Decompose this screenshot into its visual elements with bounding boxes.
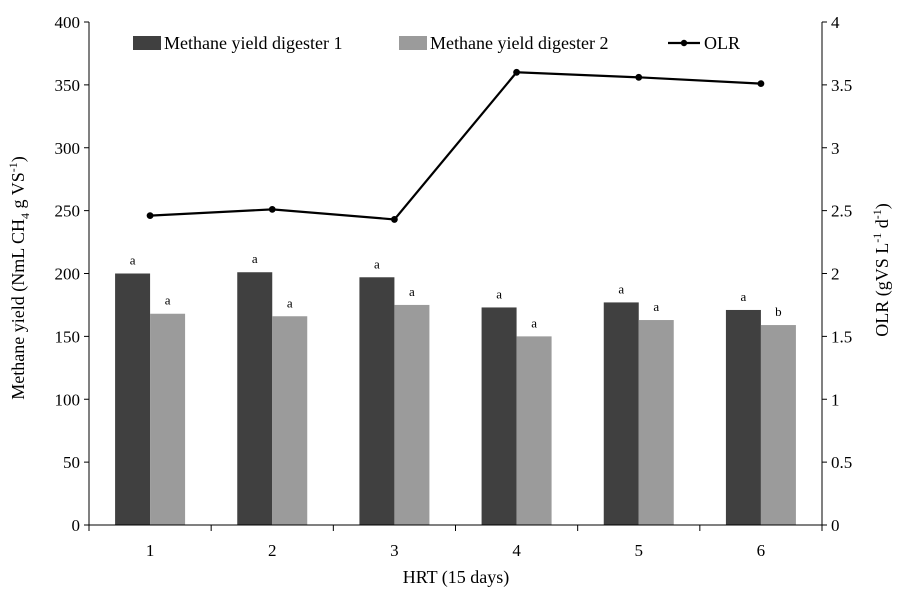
y2-tick-label: 2.5 bbox=[831, 202, 852, 221]
significance-label: a bbox=[374, 256, 380, 271]
y-tick-label: 50 bbox=[63, 453, 80, 472]
y-tick-label: 300 bbox=[55, 139, 81, 158]
y2-tick-label: 1.5 bbox=[831, 327, 852, 346]
legend-swatch-digester-1 bbox=[133, 36, 161, 50]
bar-digester-2 bbox=[150, 313, 186, 525]
olr-point bbox=[635, 73, 643, 81]
y-tick-label: 150 bbox=[55, 327, 81, 346]
x-tick-label: 1 bbox=[146, 541, 155, 560]
legend-label-digester-2: Methane yield digester 2 bbox=[430, 33, 608, 53]
significance-label: a bbox=[287, 295, 293, 310]
olr-line bbox=[150, 71, 761, 221]
legend-label-olr: OLR bbox=[704, 33, 740, 53]
olr-point bbox=[513, 68, 520, 76]
x-tick-label: 5 bbox=[635, 541, 644, 560]
bar-digester-2 bbox=[638, 320, 674, 525]
significance-label: a bbox=[130, 253, 136, 268]
y-tick-label: 0 bbox=[72, 516, 81, 535]
significance-label: a bbox=[653, 299, 659, 314]
y2-tick-label: 3.5 bbox=[831, 76, 852, 95]
significance-label: a bbox=[496, 286, 502, 301]
y2-tick-label: 0 bbox=[831, 516, 840, 535]
bar-digester-1 bbox=[603, 302, 639, 525]
y-tick-label: 350 bbox=[55, 76, 81, 95]
significance-label: a bbox=[531, 315, 537, 330]
y2-tick-label: 1 bbox=[831, 390, 840, 409]
olr-point bbox=[391, 216, 398, 223]
x-tick-label: 2 bbox=[268, 541, 277, 560]
bar-digester-1 bbox=[115, 273, 151, 525]
y-tick-label: 200 bbox=[55, 265, 81, 284]
legend-label-digester-1: Methane yield digester 1 bbox=[164, 33, 342, 53]
legend-swatch-olr-marker bbox=[680, 39, 688, 47]
y-axis-title: Methane yield (NmL CH4 g VS-1) bbox=[6, 156, 32, 399]
bar-digester-1 bbox=[359, 277, 395, 525]
significance-label: a bbox=[252, 251, 258, 266]
significance-label: a bbox=[165, 293, 171, 308]
y2-tick-label: 2 bbox=[831, 265, 840, 284]
bar-digester-2 bbox=[760, 325, 796, 525]
olr-point bbox=[757, 80, 765, 88]
legend-swatch-digester-2 bbox=[399, 36, 427, 50]
x-axis-title: HRT (15 days) bbox=[403, 567, 510, 588]
y2-tick-label: 0.5 bbox=[831, 453, 852, 472]
significance-label: a bbox=[618, 281, 624, 296]
bar-digester-2 bbox=[272, 316, 308, 525]
bar-digester-2 bbox=[516, 336, 552, 525]
bar-digester-2 bbox=[394, 304, 430, 525]
legend: Methane yield digester 1 Methane yield d… bbox=[133, 33, 740, 53]
olr-point bbox=[268, 205, 276, 213]
significance-label: a bbox=[409, 284, 415, 299]
x-tick-label: 4 bbox=[512, 541, 521, 560]
significance-label: b bbox=[775, 304, 782, 319]
bar-digester-1 bbox=[237, 272, 273, 525]
y-tick-label: 250 bbox=[55, 202, 81, 221]
y2-axis-title: OLR (gVS L-1 d-1) bbox=[870, 203, 893, 337]
x-tick-label: 3 bbox=[390, 541, 399, 560]
olr-point bbox=[146, 212, 154, 220]
bar-digester-1 bbox=[481, 307, 517, 525]
y-tick-label: 400 bbox=[55, 13, 81, 32]
significance-label: a bbox=[741, 289, 747, 304]
x-tick-label: 6 bbox=[757, 541, 766, 560]
y2-tick-label: 4 bbox=[831, 13, 840, 32]
bar-digester-1 bbox=[725, 309, 761, 525]
y-tick-label: 100 bbox=[55, 390, 81, 409]
y2-tick-label: 3 bbox=[831, 139, 840, 158]
